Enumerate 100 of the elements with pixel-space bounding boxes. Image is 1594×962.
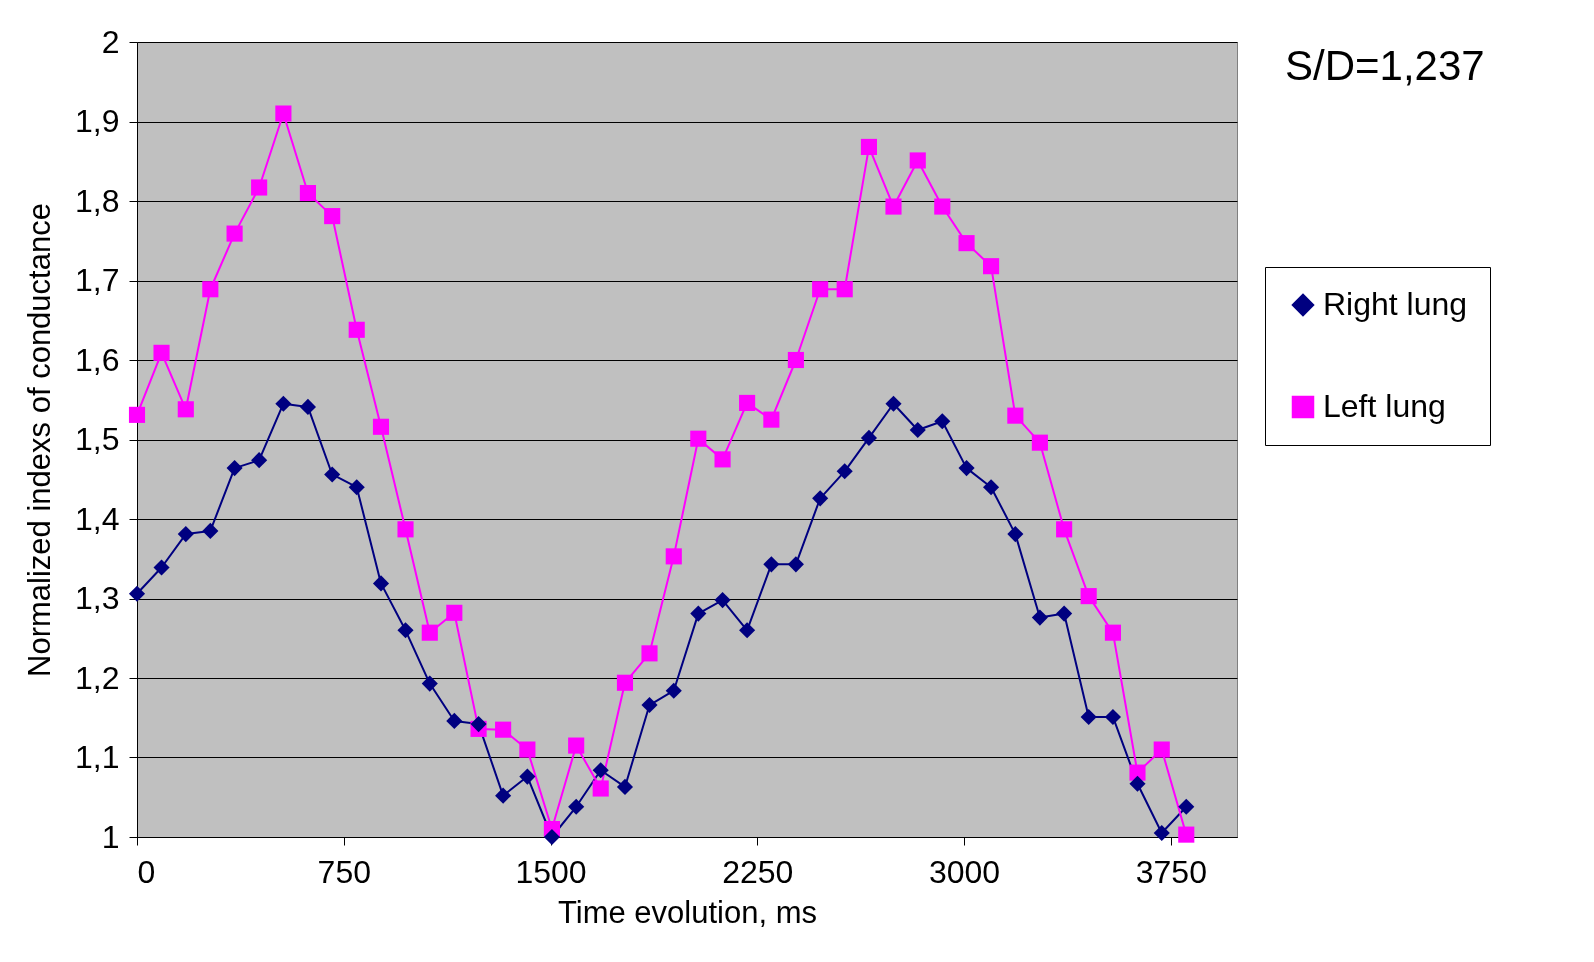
point: [470, 716, 487, 733]
point: [616, 778, 634, 795]
point: [202, 281, 219, 298]
point: [641, 645, 658, 662]
y-tick-label: 1,7: [75, 262, 120, 298]
text: S/D=1,237: [1285, 42, 1485, 90]
point: [543, 828, 560, 846]
point: [495, 787, 512, 804]
point: [275, 105, 292, 122]
point: [568, 798, 585, 815]
point: [812, 281, 829, 298]
point: [836, 281, 853, 298]
point: [324, 466, 341, 483]
point: [568, 737, 585, 754]
point: [860, 138, 878, 155]
point: [446, 712, 463, 729]
y-axis-title: Normalized indexs of conductance: [22, 203, 58, 677]
point: [177, 401, 194, 418]
point: [983, 258, 1000, 275]
point: [1056, 605, 1073, 622]
point: [763, 556, 780, 573]
point: [275, 395, 292, 412]
point: [616, 674, 634, 691]
point: [1080, 588, 1097, 605]
point: [665, 682, 682, 699]
point: [641, 696, 658, 714]
point: [909, 421, 926, 439]
y-tick-label: 1,8: [75, 182, 120, 219]
point: [495, 721, 512, 738]
point: [690, 605, 707, 622]
point: [519, 741, 536, 758]
y-tick-label: 1: [101, 818, 120, 855]
point: [348, 321, 365, 338]
x-tick-label: 0: [137, 853, 156, 890]
point: [885, 395, 902, 412]
point: [372, 418, 390, 435]
x-tick-label: 3000: [928, 853, 1001, 890]
point: [787, 556, 804, 573]
point: [177, 526, 194, 543]
point: [958, 235, 975, 252]
y-tick-label: 1,2: [75, 659, 120, 696]
point: [1007, 407, 1024, 424]
y-tick-label: 1,6: [75, 341, 120, 378]
point: [983, 479, 1000, 496]
point: [1104, 624, 1121, 641]
y-tick-label: 2: [101, 23, 120, 60]
point: [1031, 609, 1048, 626]
y-tick-label: 1,9: [75, 103, 120, 139]
point: [1178, 826, 1195, 843]
point: [592, 780, 609, 797]
point: [885, 198, 902, 215]
point: [251, 452, 268, 469]
point: [128, 406, 146, 423]
y-tick-label: 1,4: [75, 500, 120, 537]
point: [299, 184, 316, 202]
point: [787, 351, 804, 369]
point: [421, 675, 438, 692]
y-tick-label: 1,3: [75, 580, 120, 616]
point: [1129, 775, 1146, 792]
point: [1031, 434, 1048, 451]
point: [909, 152, 926, 169]
point: [812, 490, 829, 507]
point: [934, 198, 951, 215]
point: [958, 460, 975, 477]
point: [714, 451, 731, 468]
x-tick-label: 750: [317, 853, 371, 890]
point: [1007, 526, 1024, 543]
point: [421, 624, 438, 641]
point: [128, 585, 146, 602]
x-axis-title: Time evolution, ms: [558, 894, 817, 930]
point: [519, 768, 536, 785]
point: [226, 460, 243, 477]
point: [251, 179, 268, 196]
point: [372, 575, 390, 592]
point: [153, 559, 170, 576]
y-tick-label: 1,5: [75, 421, 120, 457]
point: [690, 430, 707, 447]
x-tick-label: 3750: [1135, 853, 1207, 890]
point: [153, 344, 170, 361]
point: [1129, 764, 1146, 781]
point: [714, 592, 731, 609]
x-tick-label: 2250: [722, 853, 794, 890]
point: [1080, 708, 1097, 726]
point: [1104, 708, 1121, 726]
point: [934, 413, 951, 430]
point: [299, 398, 316, 415]
point: [1153, 824, 1170, 842]
point: [397, 622, 414, 639]
legend-label: Left lung: [1323, 388, 1446, 424]
y-tick-label: 1,1: [75, 739, 120, 775]
point: [397, 521, 414, 538]
point: [860, 429, 878, 446]
point: [836, 463, 853, 480]
point: [324, 208, 341, 225]
point: [202, 522, 219, 539]
point: [1056, 521, 1073, 538]
point: [665, 548, 682, 565]
point: [348, 479, 365, 496]
point: [739, 622, 756, 639]
legend-label: Right lung: [1323, 286, 1468, 322]
